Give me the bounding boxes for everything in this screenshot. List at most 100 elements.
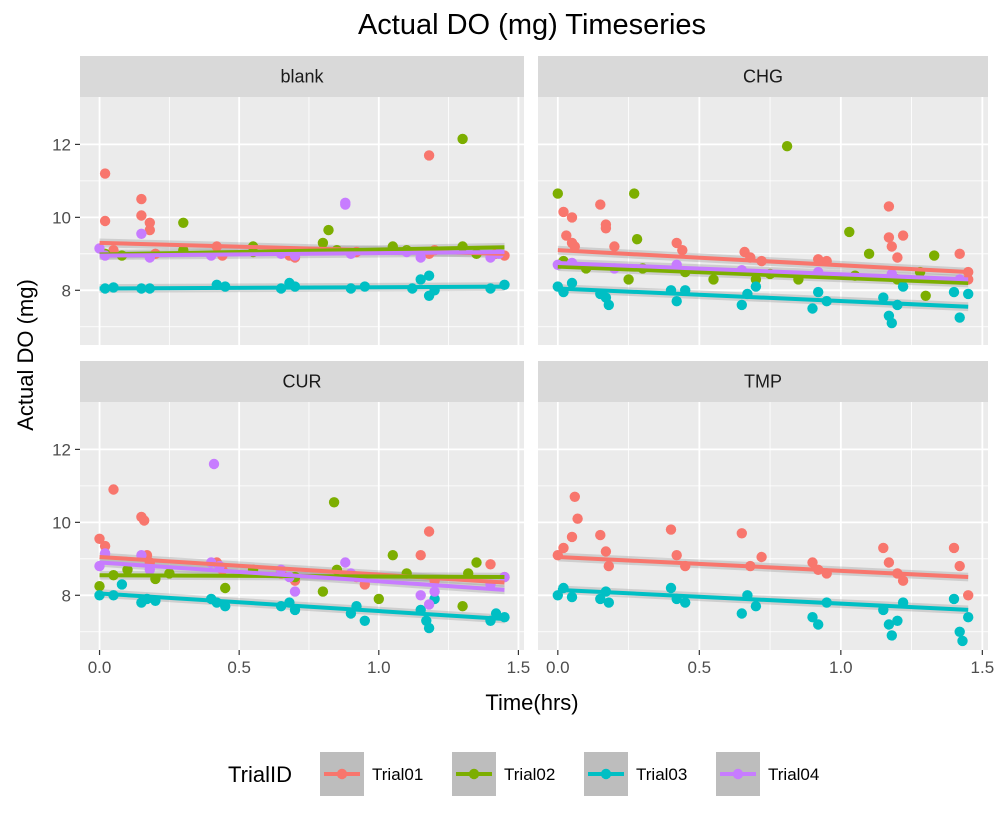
- point-trial02: [471, 557, 482, 568]
- point-trial03: [957, 635, 968, 647]
- x-axis-title: Time(hrs): [485, 690, 578, 715]
- legend-item-trial02: Trial02: [452, 752, 555, 796]
- point-trial02: [387, 550, 398, 561]
- point-trial03: [954, 626, 965, 637]
- point-trial03: [665, 582, 677, 594]
- point-trial04: [415, 590, 426, 601]
- point-trial02: [631, 234, 643, 245]
- point-trial03: [813, 286, 824, 298]
- point-trial03: [566, 591, 578, 603]
- point-trial01: [671, 550, 682, 561]
- point-trial01: [756, 551, 767, 563]
- point-trial01: [665, 524, 677, 535]
- y-tick-label: 12: [52, 135, 71, 154]
- point-trial02: [929, 250, 940, 261]
- point-trial03: [552, 590, 563, 601]
- x-tick-label: 1.0: [829, 658, 853, 677]
- point-trial04: [208, 458, 220, 470]
- point-trial02: [920, 290, 931, 301]
- chart-title: Actual DO (mg) Timeseries: [358, 9, 706, 41]
- panel-data: [552, 491, 974, 647]
- point-trial03: [813, 619, 824, 630]
- legend-item-trial03: Trial03: [584, 752, 687, 796]
- point-trial03: [897, 281, 909, 292]
- x-tick-label: 0.5: [688, 658, 712, 677]
- point-trial01: [954, 248, 965, 259]
- point-trial03: [423, 622, 435, 634]
- x-tick-label: 1.5: [971, 658, 995, 677]
- point-trial03: [423, 270, 435, 281]
- point-trial01: [883, 201, 895, 212]
- point-trial01: [813, 254, 824, 265]
- point-trial01: [108, 484, 119, 495]
- point-trial03: [566, 277, 578, 289]
- point-trial04: [94, 243, 105, 254]
- point-trial01: [892, 252, 903, 263]
- y-tick-label: 10: [52, 513, 71, 532]
- strip-tmp: [538, 361, 988, 402]
- y-tick-label: 10: [52, 208, 71, 227]
- point-trial01: [99, 540, 111, 552]
- point-trial01: [566, 212, 578, 223]
- point-trial01: [558, 542, 569, 554]
- point-trial01: [886, 241, 897, 252]
- point-trial04: [415, 252, 426, 263]
- legend-item-trial01: Trial01: [320, 752, 423, 796]
- legend-item-trial04: Trial04: [716, 752, 819, 796]
- y-tick-label: 8: [62, 586, 71, 605]
- panel-tmp: TMP 0.0 0.5 1.0 1.5: [538, 361, 994, 677]
- panel-background: [80, 402, 524, 650]
- x-tick-label: 0.0: [546, 658, 570, 677]
- point-trial01: [99, 215, 111, 227]
- point-trial01: [423, 526, 435, 537]
- point-trial01: [600, 223, 612, 234]
- x-tick-label: 0.5: [227, 658, 251, 677]
- point-trial01: [807, 557, 818, 568]
- point-trial02: [623, 274, 634, 285]
- point-trial02: [750, 274, 762, 285]
- legend-label: Trial03: [636, 765, 687, 784]
- x-tick-label: 1.5: [507, 658, 531, 677]
- panel-data: [94, 133, 510, 301]
- strip-label-chg: CHG: [743, 67, 783, 87]
- point-trial01: [963, 266, 974, 278]
- point-trial02: [457, 133, 468, 145]
- point-trial01: [144, 224, 155, 236]
- point-trial04: [499, 571, 510, 583]
- point-trial03: [807, 303, 818, 314]
- point-trial01: [566, 531, 578, 543]
- point-trial02: [178, 217, 189, 228]
- panel-blank: blank 8 10 12: [52, 56, 524, 345]
- trend-line-trial04: [99, 560, 505, 592]
- point-trial03: [963, 612, 974, 623]
- point-trial03: [671, 296, 682, 307]
- point-trial01: [897, 230, 909, 241]
- point-trial01: [671, 237, 682, 249]
- trend-line-trial02: [557, 264, 969, 285]
- point-trial01: [415, 550, 426, 561]
- point-trial03: [886, 630, 897, 641]
- point-trial01: [595, 529, 606, 541]
- point-trial01: [963, 590, 974, 601]
- point-trial01: [558, 206, 569, 218]
- point-trial01: [569, 491, 580, 502]
- point-trial02: [552, 188, 563, 199]
- point-trial02: [317, 237, 329, 249]
- legend-title: TrialID: [228, 762, 292, 787]
- point-trial03: [595, 593, 606, 605]
- strip-label-tmp: TMP: [744, 372, 782, 392]
- point-trial03: [736, 299, 747, 311]
- point-trial03: [883, 619, 895, 630]
- trend-line-trial03: [557, 587, 969, 612]
- strip-cur: [80, 361, 524, 402]
- point-trial02: [708, 274, 719, 285]
- y-tick-label: 8: [62, 281, 71, 300]
- x-tick-label: 1.0: [367, 658, 391, 677]
- legend-label: Trial01: [372, 765, 423, 784]
- panel-data: [94, 458, 510, 634]
- point-trial03: [359, 615, 370, 626]
- point-trial02: [323, 224, 334, 236]
- strip-blank: [80, 56, 524, 97]
- point-trial03: [603, 299, 614, 311]
- point-trial01: [736, 528, 747, 539]
